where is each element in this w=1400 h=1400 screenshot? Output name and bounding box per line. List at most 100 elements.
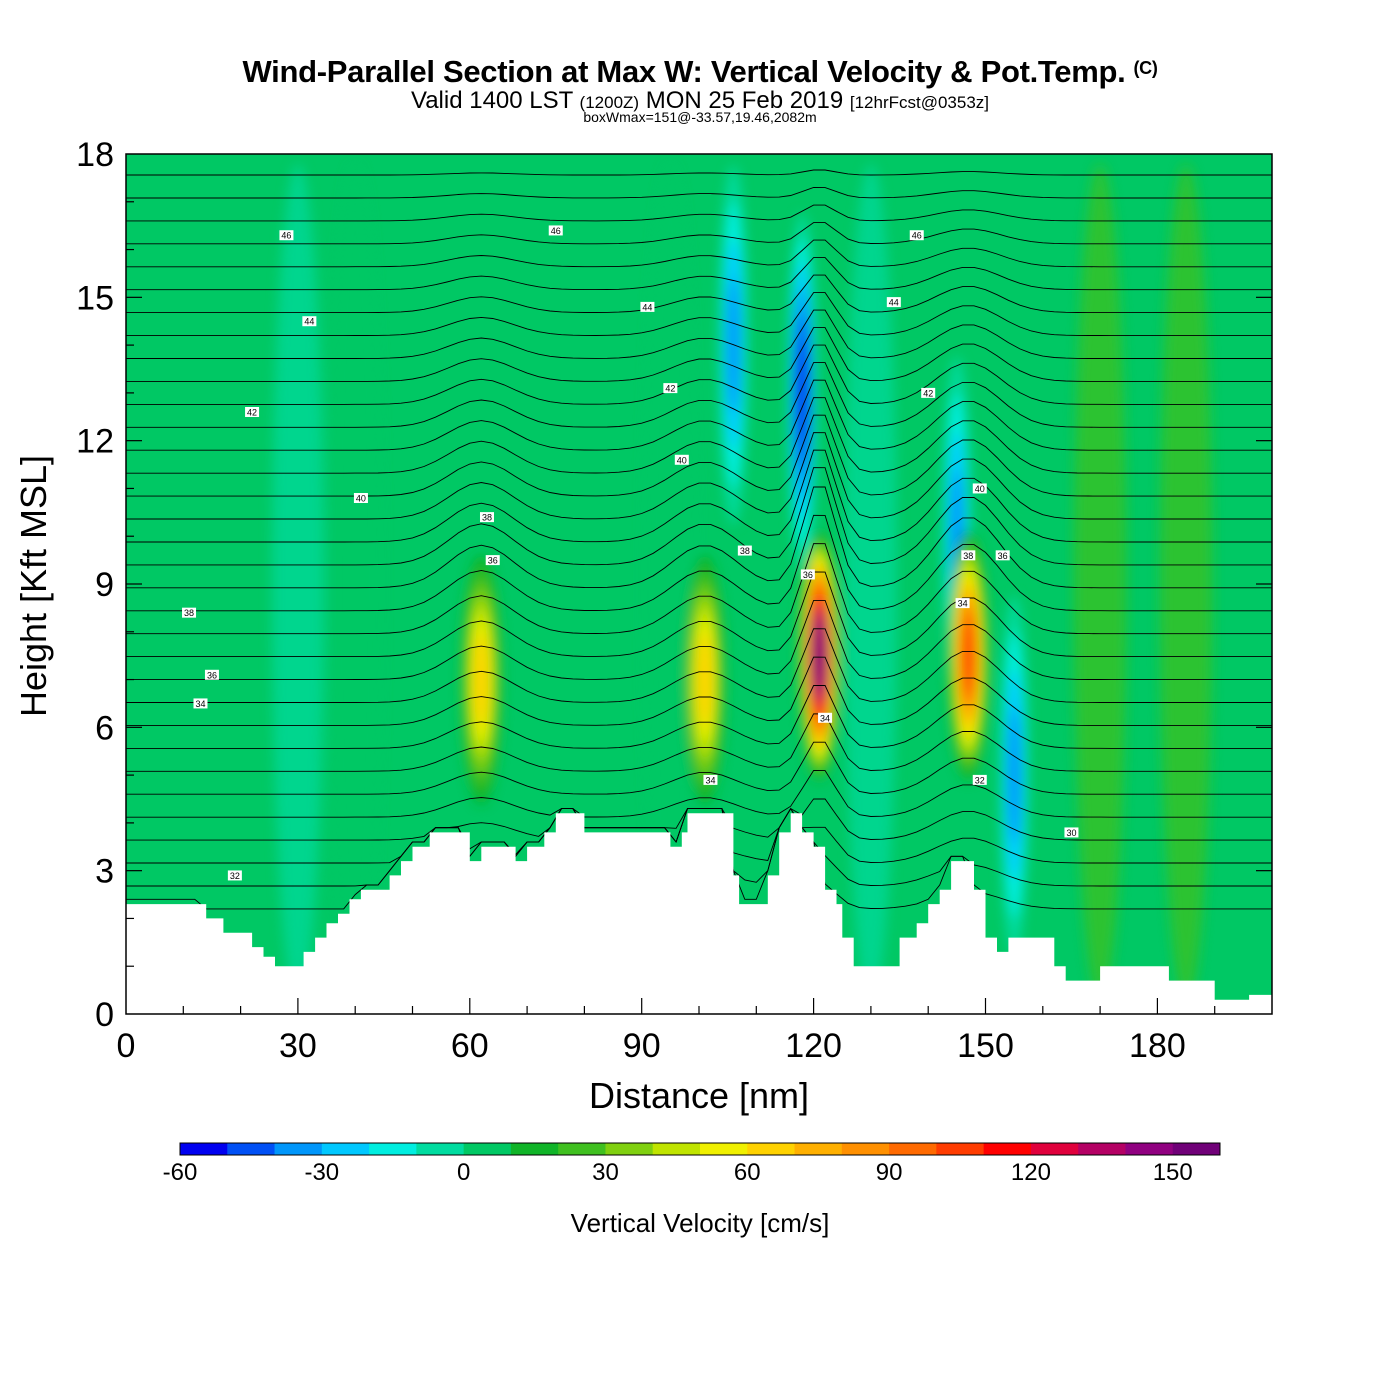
colorbar-swatch bbox=[416, 1143, 465, 1155]
theta-contour bbox=[126, 713, 1272, 772]
contour-label: 32 bbox=[972, 774, 987, 785]
colorbar-swatch bbox=[274, 1143, 323, 1155]
theta-contour bbox=[126, 599, 1272, 681]
contour-label-text: 38 bbox=[482, 513, 492, 523]
downdraft-core bbox=[1007, 707, 1021, 843]
contour-label-text: 42 bbox=[923, 388, 933, 398]
contour-label-text: 46 bbox=[912, 231, 922, 241]
contour-label-text: 36 bbox=[998, 551, 1008, 561]
x-tick-label: 0 bbox=[117, 1027, 136, 1065]
theta-contour bbox=[126, 169, 1272, 176]
downdraft-core bbox=[796, 337, 808, 448]
colorbar-swatch bbox=[889, 1143, 937, 1155]
box-wmax-note: boxWmax=151@-33.57,19.46,2082m bbox=[583, 109, 817, 125]
y-tick-label: 6 bbox=[95, 709, 114, 747]
contour-label: 36 bbox=[800, 569, 815, 580]
contour-label-bg bbox=[972, 483, 987, 494]
contour-label: 30 bbox=[1064, 827, 1079, 838]
contour-label: 36 bbox=[485, 555, 500, 566]
contour-label: 34 bbox=[703, 774, 718, 785]
theta-contour bbox=[126, 239, 1272, 268]
updraft-core bbox=[962, 616, 974, 696]
theta-contour bbox=[126, 379, 1272, 451]
colorbar-swatch bbox=[983, 1143, 1032, 1155]
contour-label-bg bbox=[1064, 827, 1079, 838]
contour-label: 38 bbox=[961, 550, 976, 561]
theta-contour bbox=[126, 397, 1272, 474]
theta-contour bbox=[126, 571, 1272, 658]
contour-label-bg bbox=[548, 225, 563, 236]
contour-label: 46 bbox=[909, 230, 924, 241]
colorbar-swatch bbox=[180, 1143, 228, 1155]
theta-contour bbox=[126, 204, 1272, 222]
contour-label: 34 bbox=[193, 698, 208, 709]
theta-contour bbox=[126, 327, 1272, 382]
theta-contour bbox=[126, 222, 1272, 245]
colorbar-swatch bbox=[652, 1143, 701, 1155]
plot-area: 46 46 46 44 44 44 42 42 42 40 40 40 38 38 38 36 36 36 36 38… bbox=[126, 154, 1272, 1014]
contour-label: 46 bbox=[279, 230, 294, 241]
contour-label: 34 bbox=[955, 598, 970, 609]
contour-label-bg bbox=[909, 230, 924, 241]
contour-label: 44 bbox=[302, 316, 317, 327]
contour-label: 38 bbox=[182, 607, 197, 618]
contour-label: 40 bbox=[972, 483, 987, 494]
theta-contour bbox=[126, 309, 1272, 359]
colorbar-tick-label: 60 bbox=[734, 1159, 761, 1186]
y-tick-label: 9 bbox=[95, 566, 114, 604]
x-tick-label: 90 bbox=[623, 1027, 661, 1065]
field-band bbox=[644, 164, 697, 1004]
contour-label-bg bbox=[479, 512, 494, 523]
colorbar-swatch bbox=[605, 1143, 654, 1155]
contour-label-bg bbox=[302, 316, 317, 327]
theta-contour bbox=[126, 432, 1272, 520]
contour-label: 46 bbox=[548, 225, 563, 236]
contour-label-text: 32 bbox=[975, 775, 985, 785]
colorbar-swatch bbox=[1172, 1143, 1221, 1155]
contour-label-text: 40 bbox=[356, 494, 366, 504]
colorbar-tick-label: 120 bbox=[1011, 1159, 1051, 1186]
contour-label-text: 32 bbox=[230, 871, 240, 881]
y-axis-label: Height [Kft MSL] bbox=[13, 455, 54, 717]
x-tick-label: 150 bbox=[957, 1027, 1014, 1065]
theta-contour bbox=[126, 449, 1272, 543]
contour-label-bg bbox=[955, 598, 970, 609]
chart-title: Wind-Parallel Section at Max W: Vertical… bbox=[0, 54, 1400, 90]
contour-label: 32 bbox=[227, 870, 242, 881]
theta-contour bbox=[126, 414, 1272, 497]
y-tick-label: 18 bbox=[76, 136, 114, 174]
updraft-core bbox=[814, 619, 825, 693]
contour-label-text: 38 bbox=[963, 551, 973, 561]
contour-label-text: 34 bbox=[705, 775, 715, 785]
colorbar-tick-label: -60 bbox=[163, 1159, 198, 1186]
x-axis-label: Distance [nm] bbox=[589, 1075, 809, 1116]
x-tick-label: 30 bbox=[279, 1027, 317, 1065]
colorbar-swatch bbox=[794, 1143, 843, 1155]
theta-contour bbox=[126, 628, 1272, 703]
contour-label: 40 bbox=[353, 493, 368, 504]
contour-label-text: 34 bbox=[195, 699, 205, 709]
contour-label-bg bbox=[972, 774, 987, 785]
theta-contour bbox=[126, 543, 1272, 635]
theta-contour bbox=[126, 685, 1272, 749]
colorbar-swatch bbox=[1030, 1143, 1079, 1155]
contour-label-bg bbox=[663, 383, 678, 394]
contour-label-bg bbox=[886, 297, 901, 308]
contour-label-bg bbox=[703, 774, 718, 785]
y-tick-label: 0 bbox=[95, 996, 114, 1034]
theta-contour bbox=[126, 741, 1272, 795]
colorbar-tick-label: 0 bbox=[457, 1159, 470, 1186]
theta-contour bbox=[126, 274, 1272, 314]
y-tick-label: 12 bbox=[76, 423, 114, 461]
colorbar-swatch bbox=[321, 1143, 370, 1155]
x-tick-label: 120 bbox=[785, 1027, 842, 1065]
contour-label-bg bbox=[800, 569, 815, 580]
contour-label-text: 40 bbox=[975, 484, 985, 494]
theta-contour bbox=[126, 798, 1272, 841]
contour-label-bg bbox=[245, 407, 260, 417]
theta-contours bbox=[126, 169, 1272, 910]
contour-label-bg bbox=[995, 550, 1010, 561]
